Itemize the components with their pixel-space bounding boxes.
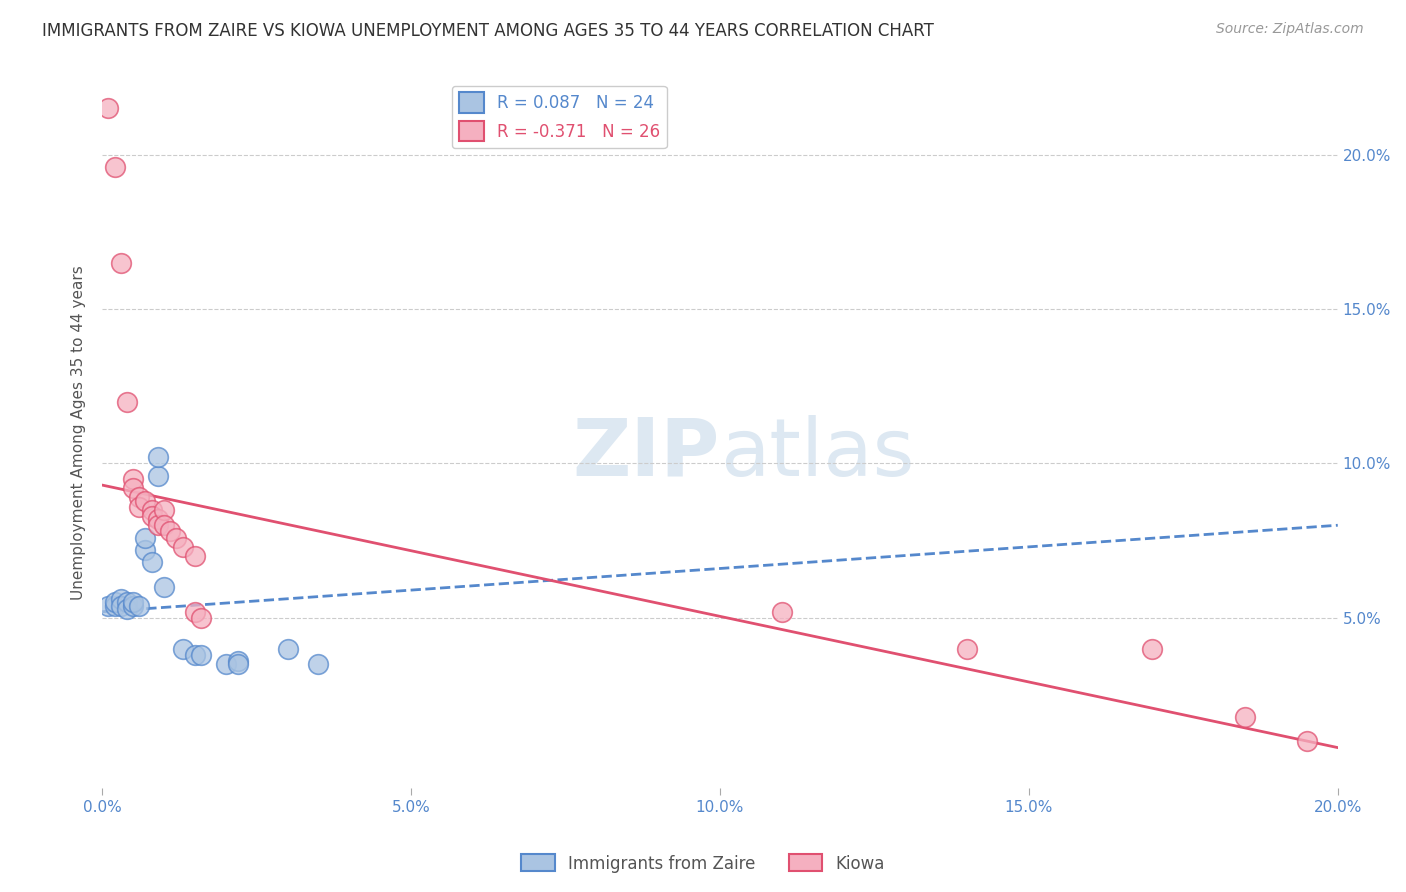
Point xyxy=(115,394,138,409)
Point xyxy=(215,657,238,672)
Point xyxy=(103,595,125,609)
Point xyxy=(1295,734,1317,748)
Point xyxy=(110,592,132,607)
Point xyxy=(226,657,249,672)
Point xyxy=(165,531,187,545)
Point xyxy=(103,599,125,613)
Point xyxy=(190,611,212,625)
Point xyxy=(153,503,176,517)
Point xyxy=(122,599,145,613)
Point xyxy=(146,518,169,533)
Legend: Immigrants from Zaire, Kiowa: Immigrants from Zaire, Kiowa xyxy=(515,847,891,880)
Point xyxy=(134,531,156,545)
Point xyxy=(184,648,207,662)
Text: Source: ZipAtlas.com: Source: ZipAtlas.com xyxy=(1216,22,1364,37)
Point xyxy=(190,648,212,662)
Point xyxy=(1234,710,1257,724)
Point xyxy=(956,641,979,656)
Point xyxy=(141,508,163,523)
Point xyxy=(770,605,793,619)
Y-axis label: Unemployment Among Ages 35 to 44 years: Unemployment Among Ages 35 to 44 years xyxy=(72,265,86,600)
Point xyxy=(1142,641,1164,656)
Point xyxy=(146,450,169,465)
Point xyxy=(115,595,138,609)
Point xyxy=(226,654,249,668)
Text: atlas: atlas xyxy=(720,415,914,493)
Point xyxy=(134,493,156,508)
Point xyxy=(128,500,150,514)
Point xyxy=(141,555,163,569)
Point xyxy=(97,101,120,115)
Point xyxy=(110,599,132,613)
Point xyxy=(134,543,156,558)
Point xyxy=(277,641,299,656)
Point xyxy=(159,524,181,539)
Point xyxy=(103,160,125,174)
Point xyxy=(172,641,194,656)
Point xyxy=(184,549,207,563)
Legend: R = 0.087   N = 24, R = -0.371   N = 26: R = 0.087 N = 24, R = -0.371 N = 26 xyxy=(451,86,666,148)
Point xyxy=(146,512,169,526)
Point xyxy=(153,580,176,594)
Point xyxy=(172,540,194,554)
Point xyxy=(128,599,150,613)
Point xyxy=(122,481,145,495)
Text: IMMIGRANTS FROM ZAIRE VS KIOWA UNEMPLOYMENT AMONG AGES 35 TO 44 YEARS CORRELATIO: IMMIGRANTS FROM ZAIRE VS KIOWA UNEMPLOYM… xyxy=(42,22,934,40)
Point xyxy=(115,601,138,615)
Point xyxy=(141,503,163,517)
Text: ZIP: ZIP xyxy=(572,415,720,493)
Point xyxy=(153,518,176,533)
Point xyxy=(122,595,145,609)
Point xyxy=(122,472,145,486)
Point xyxy=(184,605,207,619)
Point xyxy=(307,657,329,672)
Point xyxy=(97,599,120,613)
Point xyxy=(110,256,132,270)
Point xyxy=(146,468,169,483)
Point xyxy=(128,491,150,505)
